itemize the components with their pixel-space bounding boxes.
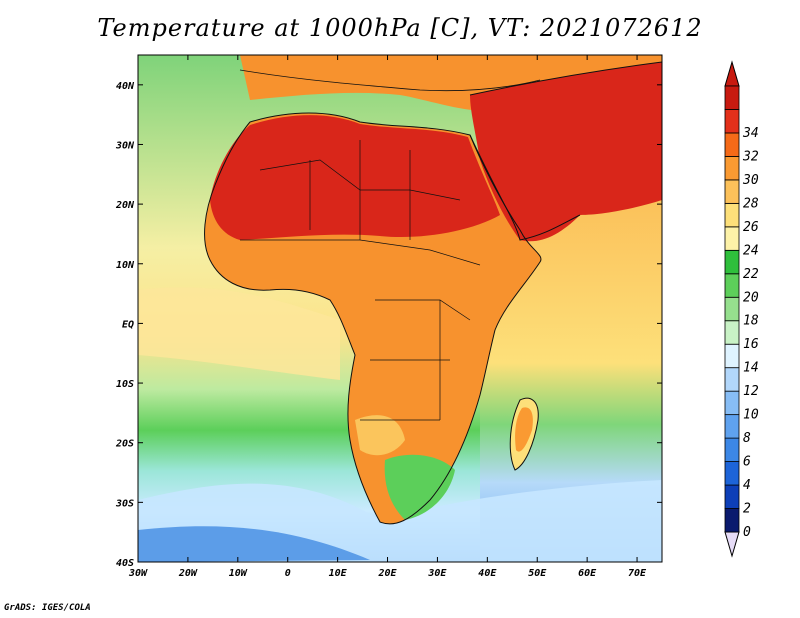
y-tick-label: 10N [116,260,135,271]
madagascar-coastline [509,397,539,471]
colorbar-segment [724,367,740,392]
x-tick-label: 10W [229,568,248,579]
x-tick-label: 0 [285,568,291,579]
colorbar-label: 24 [743,243,759,258]
colorbar-segment [724,226,740,251]
colorbar-segment [724,109,740,134]
colorbar-label: 8 [743,431,751,446]
colorbar-label: 2 [743,502,751,517]
madagascar-interior [515,407,533,452]
colorbar-label: 26 [743,220,759,235]
colorbar-segment [724,202,740,228]
x-tick-label: 30W [128,568,148,579]
map-field [138,55,662,562]
colorbar-label: 32 [742,149,759,164]
colorbar-segment [724,437,740,462]
x-tick-label: 50E [528,568,547,579]
colorbar-label: 28 [743,196,759,211]
colorbar-segment [724,390,740,416]
warm-atlantic-band [138,287,340,380]
colorbar-segment [724,343,740,369]
southern-cold-pool [138,526,370,562]
colorbar-segment [724,461,740,486]
colorbar-segment [724,249,740,275]
colorbar-segment [724,484,740,509]
country-borders [240,140,481,421]
y-axis: 40N 30N 20N 10N EQ 10S 20S 30S 40S [115,81,662,569]
colorbar-label: 16 [743,337,759,352]
y-tick-label: EQ [122,319,134,330]
colorbar-label: 6 [743,455,751,470]
arabia-coastline [469,61,662,241]
colorbar-label: 30 [742,173,759,188]
colorbar-segment [724,414,740,439]
colorbar-segment [724,156,740,181]
x-tick-label: 10E [329,568,348,579]
southern-africa-cool-region [384,454,455,520]
colorbar-segment [724,320,740,345]
colorbar-segment [724,508,740,533]
colorbar-label: 18 [743,314,759,329]
colorbar-segment [724,273,740,298]
y-tick-label: 20S [115,439,134,450]
colorbar-segment [724,132,740,157]
colorbar-segment [724,296,740,322]
x-tick-label: 60E [578,568,597,579]
colorbar-under-triangle [724,531,740,558]
colorbar-label: 34 [742,126,759,141]
x-tick-label: 20E [377,568,397,579]
x-tick-label: 70E [628,568,647,579]
colorbar-over-triangle [724,60,740,87]
x-tick-label: 20W [178,568,198,579]
y-tick-label: 40S [116,558,134,569]
y-tick-label: 20N [115,200,135,211]
grads-credit: GrADS: IGES/COLA [4,603,91,613]
colorbar-segment [724,85,740,110]
x-axis: 30W 20W 10W 0 10E 20E 30E 40E 50E 60E 70E [128,55,647,579]
plot-title: Temperature at 1000hPa [C], VT: 20210726… [97,14,703,42]
y-tick-label: 10S [116,379,134,390]
colorbar-label: 0 [743,525,751,540]
colorbar-segment [724,179,740,204]
colorbar-label: 4 [743,478,751,493]
colorbar-label: 20 [743,290,759,305]
y-tick-label: 30N [115,140,135,151]
sahara-hot-region [210,115,500,240]
y-tick-label: 40N [116,81,135,92]
colorbar-label: 10 [743,408,759,423]
colorbar-label: 12 [743,384,759,399]
y-tick-label: 30S [115,498,134,509]
x-tick-label: 30E [427,568,447,579]
kalahari-mild-region [355,415,405,456]
mediterranean-coastline [239,69,541,92]
map-frame [137,54,663,563]
colorbar-label: 22 [743,267,759,282]
x-tick-label: 40E [478,568,497,579]
arabia-hot-region [470,62,662,242]
colorbar-label: 14 [743,361,759,376]
